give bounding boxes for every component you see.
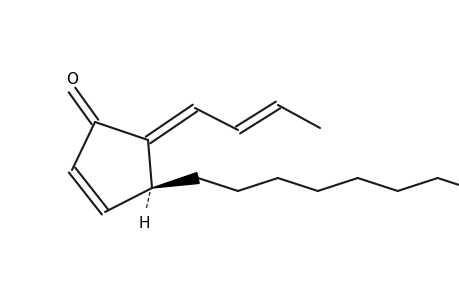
Text: H: H [138,217,150,232]
Polygon shape [151,172,199,188]
Text: O: O [66,73,78,88]
